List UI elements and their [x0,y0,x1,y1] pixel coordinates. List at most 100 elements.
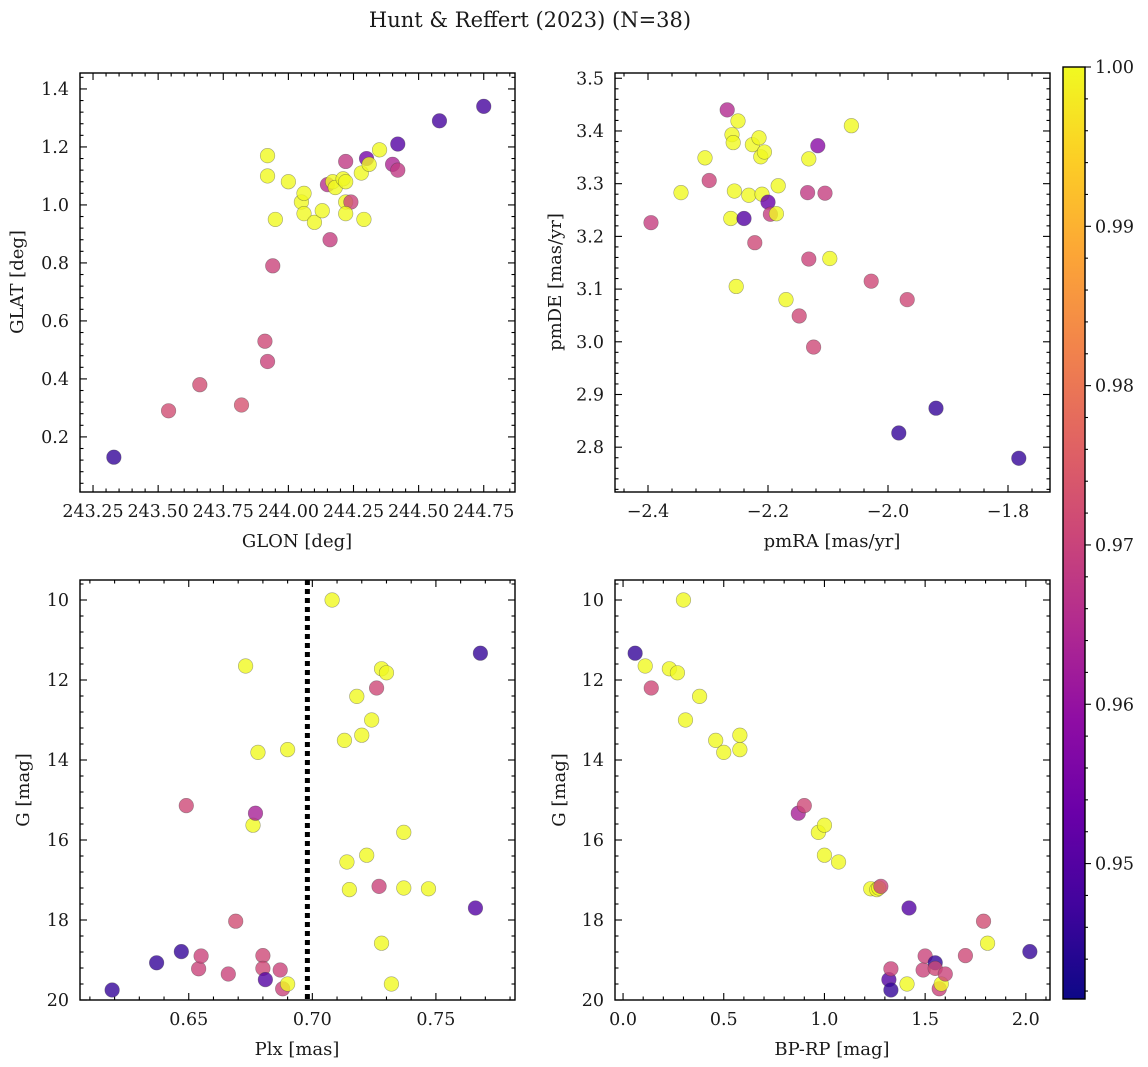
plot-frame [79,579,516,1001]
scatter-points [104,592,488,998]
scatter-point [192,377,208,393]
x-tick-label: 244.50 [388,502,449,522]
scatter-point [280,976,296,992]
scatter-point [816,817,833,833]
scatter-point [237,658,254,674]
scatter-point [673,185,689,201]
scatter-point [354,727,370,743]
x-tick-label: 0.75 [416,1010,455,1030]
scatter-point [975,913,992,929]
scatter-point [257,971,273,988]
scatter-point [1022,943,1038,960]
scatter-points [627,592,1038,998]
y-tick-label: 3.4 [576,122,604,142]
scatter-point [732,741,748,758]
scatter-point [726,183,743,199]
scatter-point [627,645,643,661]
x-tick-label: −2.2 [747,502,790,522]
scatter-point [431,113,448,129]
tick-marks [80,580,515,1001]
scatter-point [979,935,996,951]
x-tick-label: 0.70 [293,1010,332,1030]
scatter-point [296,206,312,222]
scatter-point [716,744,732,761]
y-tick-label: 14 [582,751,604,771]
scatter-point [378,665,395,681]
tick-marks [615,73,1050,492]
scatter-point [247,805,264,821]
colorbar-tick-label: 1.00 [1095,58,1134,78]
y-tick-label: 1.2 [41,138,69,158]
scatter-point [1011,450,1027,466]
panel-glon-glat: 243.25 243.50 243.75 244.00 244.25 244.50 244.… [7,72,516,552]
y-tick-label: 18 [47,911,69,931]
scatter-point [801,151,817,167]
scatter-point [928,400,944,416]
scatter-point [467,900,484,916]
scatter-point [937,966,953,982]
scatter-point [719,102,735,118]
y-axis-label: G [mag] [549,753,570,826]
scatter-point [472,645,488,661]
colorbar-tick-label: 0.95 [1095,855,1134,875]
scatter-point [637,658,653,674]
scatter-point [701,172,717,189]
colorbar-tick-label: 0.96 [1095,695,1134,715]
scatter-point [193,948,209,964]
scatter-point [725,134,741,151]
scatter-point [390,162,406,178]
y-tick-label: 1.0 [41,196,69,216]
y-tick-label: 3.5 [576,69,604,89]
scatter-point [643,215,659,231]
colorbar-tick-label: 0.98 [1095,377,1134,397]
y-axis-label: G [mag] [13,753,34,826]
x-tick-label: 243.75 [193,502,254,522]
y-tick-label: 14 [47,751,69,771]
y-tick-label: 16 [47,831,69,851]
y-tick-label: 2.8 [576,438,604,458]
scatter-point [770,178,786,194]
scatter-point [863,273,879,289]
scatter-point [677,712,694,728]
y-tick-label: 20 [47,991,69,1011]
y-tick-label: 2.9 [576,385,604,405]
scatter-point [356,211,372,228]
x-tick-label: 243.25 [62,502,123,522]
scatter-point [341,881,358,898]
scatter-point [338,174,354,190]
scatter-point [778,292,794,308]
scatter-point [296,185,312,201]
scatter-point [899,292,915,308]
x-tick-label: 244.25 [323,502,384,522]
scatter-point [751,130,767,146]
y-tick-label: 1.4 [41,80,69,100]
colorbar: 0.95 0.96 0.97 0.98 0.99 1.00 [1062,58,1134,1000]
x-tick-label: −2.0 [867,502,910,522]
scatter-point [901,900,917,916]
panel-pmra-pmde: −2.4 −2.2 −2.0 −1.8 2.8 2.9 3.0 3.1 3.2 3.3 3.4 3.5… [545,69,1051,552]
scatter-point [822,250,838,267]
scatter-point [899,976,915,992]
x-tick-label: 0.65 [169,1010,208,1030]
scatter-point [708,732,724,749]
y-tick-label: 0.2 [41,428,69,448]
figure-title: Hunt & Reffert (2023) (N=38) [369,8,691,32]
scatter-point [267,211,283,228]
y-tick-label: 3.3 [576,175,604,195]
scatter-point [191,961,207,977]
scatter-point [361,156,377,172]
x-tick-label: −2.4 [627,502,670,522]
scatter-point [883,961,899,977]
scatter-point [810,138,826,154]
scatter-point [728,278,744,295]
scatter-point [873,878,889,895]
scatter-point [338,153,354,170]
scatter-point [747,235,763,251]
y-tick-label: 12 [47,671,69,691]
scatter-point [368,680,385,696]
y-tick-label: 16 [582,831,604,851]
scatter-point [250,744,266,761]
scatter-point [259,168,276,184]
scatter-point [280,741,296,758]
scatter-point [723,210,739,227]
